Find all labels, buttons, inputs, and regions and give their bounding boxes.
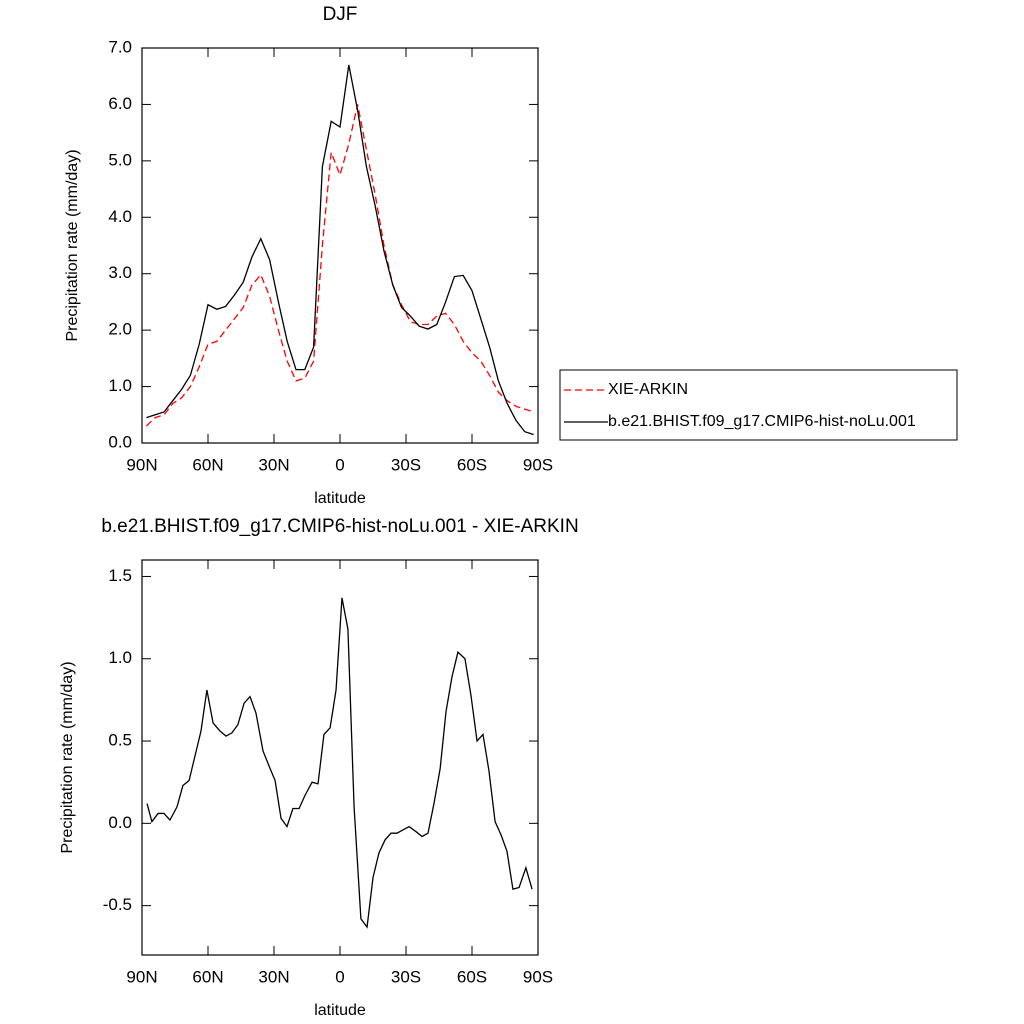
x-tick-label: 30S [391,967,421,986]
y-tick-label: -0.5 [103,895,132,914]
data-line [146,597,533,929]
x-tick-label: 90N [126,455,157,474]
y-axis-label: Precipitation rate (mm/day) [59,661,76,853]
x-axis-label: latitude [314,490,366,507]
y-tick-label: 3.0 [108,263,132,282]
y-tick-label: 7.0 [108,37,132,56]
data-line [145,104,534,427]
y-axis-label: Precipitation rate (mm/day) [64,149,81,341]
y-tick-label: 1.0 [108,648,132,667]
x-tick-label: 30N [258,967,289,986]
x-tick-label: 0 [335,967,344,986]
x-tick-label: 60S [457,967,487,986]
x-tick-label: 30S [391,455,421,474]
y-tick-label: 4.0 [108,207,132,226]
legend-label: b.e21.BHIST.f09_g17.CMIP6-hist-noLu.001 [608,413,916,430]
chart-title: b.e21.BHIST.f09_g17.CMIP6-hist-noLu.001 … [101,516,578,537]
chart-title: DJF [323,4,358,25]
legend-box [559,369,958,441]
x-tick-label: 60N [192,967,223,986]
x-tick-label: 90S [523,967,553,986]
y-tick-label: 0.0 [108,432,132,451]
x-tick-label: 0 [335,455,344,474]
y-tick-label: 0.5 [108,731,132,750]
y-tick-label: 2.0 [108,320,132,339]
plot-frame [141,47,539,444]
y-tick-label: 0.0 [108,813,132,832]
y-tick-label: 1.5 [108,566,132,585]
data-line [146,64,534,436]
x-tick-label: 90N [126,967,157,986]
y-tick-label: 5.0 [108,150,132,169]
y-tick-label: 1.0 [108,376,132,395]
x-tick-label: 60N [192,455,223,474]
y-tick-label: 6.0 [108,94,132,113]
x-tick-label: 60S [457,455,487,474]
legend-label: XIE-ARKIN [608,381,688,398]
x-axis-label: latitude [314,1002,366,1019]
x-tick-label: 30N [258,455,289,474]
x-tick-label: 90S [523,455,553,474]
